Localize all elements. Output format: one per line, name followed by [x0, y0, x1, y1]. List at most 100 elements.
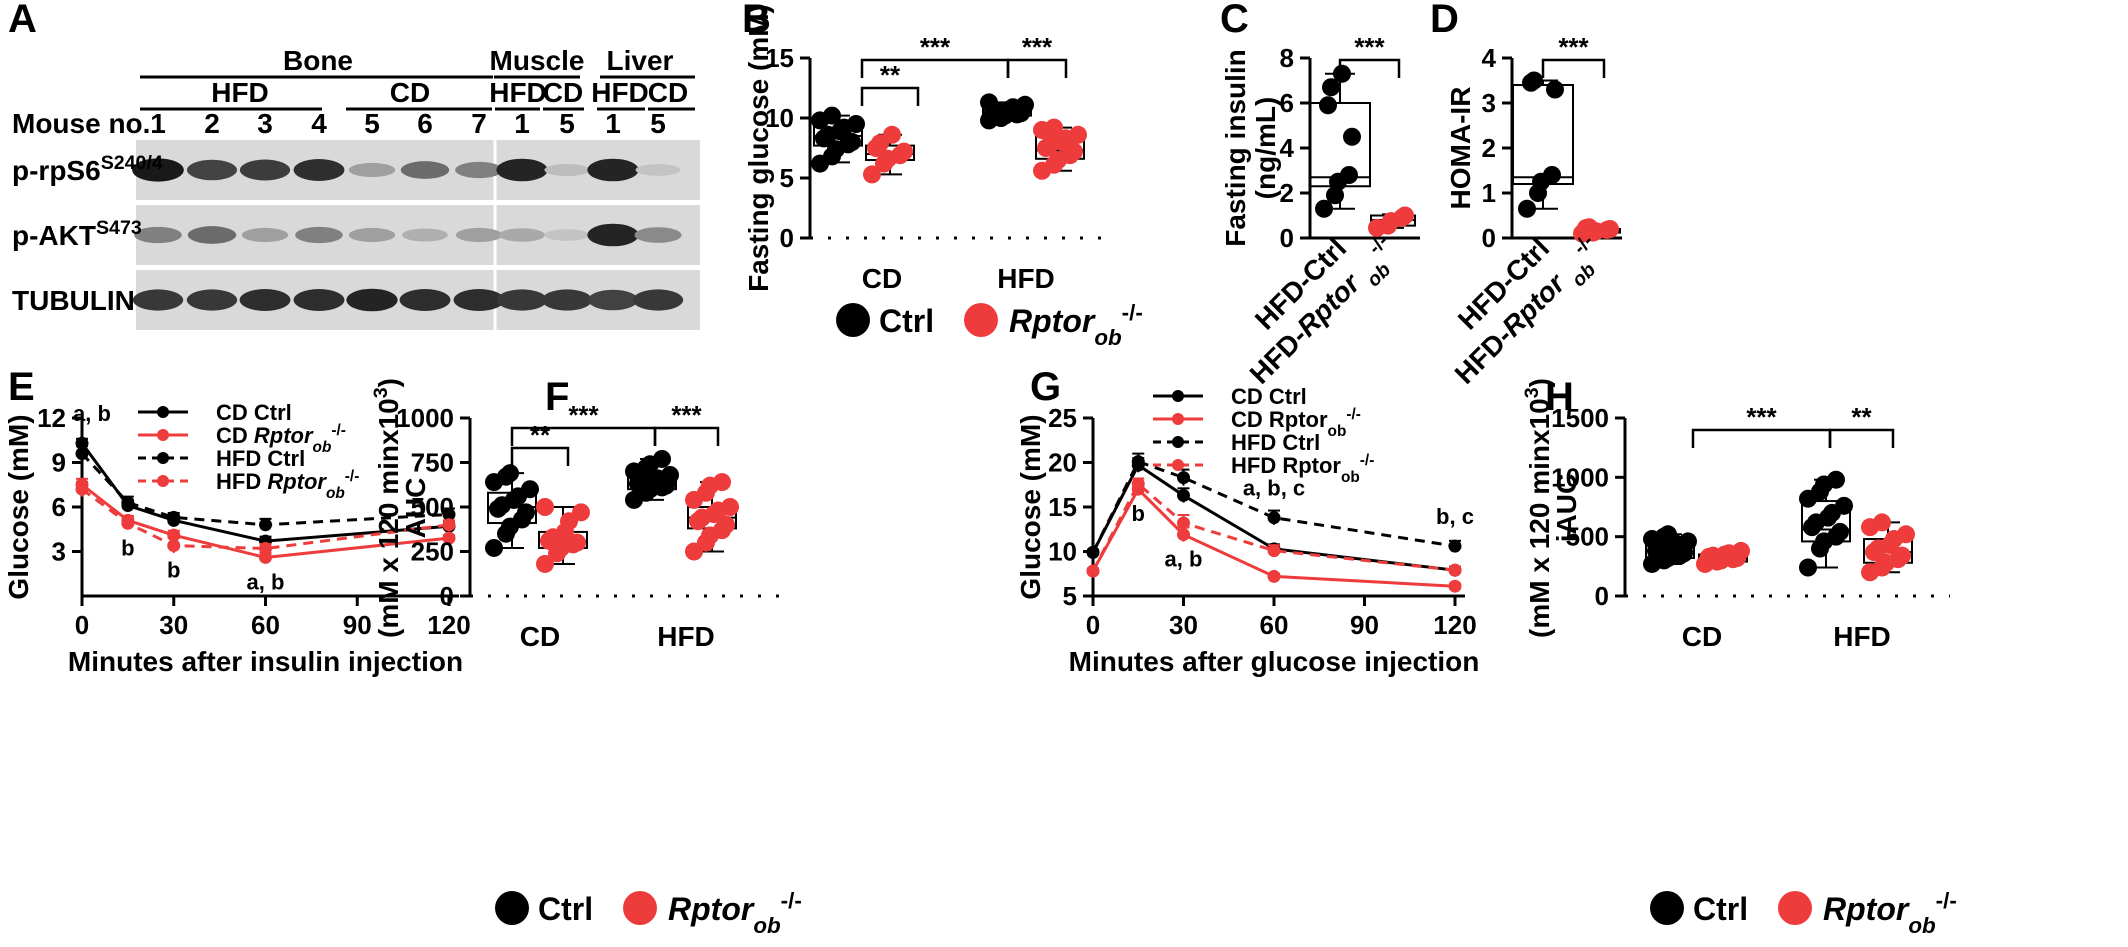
data-point: [568, 533, 586, 552]
annotation-label: b: [1132, 501, 1145, 526]
x-category-label: CD: [520, 621, 560, 652]
x-tick-label: 30: [159, 610, 188, 640]
blot-band: [239, 159, 291, 181]
blot-subgroup-label: HFD: [211, 77, 269, 108]
legend-marker: [157, 475, 169, 487]
data-point: [521, 480, 539, 499]
annotation-label: a, b: [1165, 547, 1203, 572]
annotation-label: a, b: [247, 569, 285, 594]
data-point: [847, 115, 865, 133]
blot-band: [132, 158, 184, 182]
blot-band: [496, 158, 548, 182]
y-tick-label: 5: [780, 163, 794, 193]
legend-label: HFD Ctrl: [1231, 430, 1320, 455]
legend-marker: [157, 429, 169, 441]
data-point: [1827, 470, 1845, 489]
y-tick-label: 10: [1048, 537, 1077, 567]
panel-label-g: G: [1030, 365, 1061, 409]
y-axis-label: AUC: [400, 478, 431, 539]
data-point: [1326, 186, 1344, 205]
mouse-number: 1: [605, 108, 621, 139]
data-point: [1340, 166, 1358, 184]
legend-b: Ctrl Rptorob-/-: [836, 300, 1143, 350]
x-category-label: CD: [862, 263, 902, 294]
blot-band: [295, 226, 343, 244]
y-tick-label: 6: [52, 492, 66, 522]
y-tick-label: 15: [765, 43, 794, 73]
data-point: [843, 133, 861, 151]
x-axis-label: Minutes after insulin injection: [68, 646, 463, 677]
mouse-number: 6: [417, 108, 433, 139]
blot-band: [544, 229, 590, 241]
data-point: [717, 515, 735, 534]
significance-bracket-label: **: [530, 420, 551, 450]
annotation-label: a, b: [73, 401, 111, 426]
legend-label: CD Ctrl: [216, 400, 292, 425]
data-point: [883, 125, 901, 144]
x-tick-label: 90: [343, 610, 372, 640]
mouse-number: 5: [559, 108, 575, 139]
data-point: [485, 538, 503, 557]
blot-band: [455, 227, 503, 243]
legend-label: HFD Rptorob-/-: [216, 468, 359, 502]
data-point: [1835, 496, 1853, 515]
legend-label: HFD Ctrl: [216, 446, 305, 471]
data-point: [1086, 545, 1100, 559]
legend-label: CD Rptorob-/-: [1231, 406, 1361, 440]
panel-label-d: D: [1430, 0, 1459, 41]
panel-label-a: A: [8, 0, 37, 41]
x-tick-label: 90: [1350, 610, 1379, 640]
data-point: [442, 518, 456, 532]
x-category-label: HFD: [657, 621, 715, 652]
significance-bracket-label: ***: [1354, 32, 1385, 62]
blot-band: [499, 228, 545, 242]
significance-bracket-label: ***: [1746, 402, 1777, 432]
data-point: [167, 539, 181, 553]
data-point: [259, 518, 272, 532]
blot-band: [541, 289, 593, 311]
x-tick-label: 60: [1260, 610, 1289, 640]
mouse-number-label: Mouse no.: [12, 108, 150, 139]
legend-marker-rptor: [623, 891, 657, 925]
data-point: [259, 542, 272, 556]
blot-row-label: p-rpS6S240/4: [12, 152, 163, 186]
significance-bracket: [653, 426, 720, 446]
data-point: [721, 498, 739, 516]
annotation-label: a, b, c: [1243, 476, 1305, 501]
y-axis-label-units: (mM x 120 minx103): [1521, 378, 1555, 638]
x-category-label: HFD: [997, 263, 1055, 294]
data-point: [1546, 80, 1564, 99]
significance-bracket-label: ***: [920, 32, 951, 62]
x-tick-label: 120: [427, 610, 470, 640]
y-tick-label: 750: [411, 448, 454, 478]
x-tick-label: 0: [1086, 610, 1100, 640]
y-tick-label: 0: [780, 223, 794, 253]
data-point: [1525, 71, 1543, 90]
data-point: [1799, 558, 1817, 577]
y-tick-label: 8: [1280, 43, 1294, 73]
blot-band: [293, 289, 345, 311]
y-tick-label: 500: [411, 492, 454, 522]
blot-band: [453, 289, 505, 311]
x-category-label: CD: [1682, 621, 1722, 652]
blot-band: [187, 159, 237, 181]
significance-bracket: [1691, 428, 1832, 448]
panel-label-e: E: [8, 365, 35, 409]
data-point: [259, 550, 272, 564]
annotation-label: b, c: [1436, 504, 1474, 529]
y-tick-label: 2: [1280, 178, 1294, 208]
y-tick-label: 3: [52, 537, 66, 567]
y-axis-label: Glucose (mM): [3, 414, 34, 599]
significance-bracket: [860, 86, 920, 106]
legend-marker: [157, 406, 169, 418]
data-point: [863, 165, 881, 184]
chart-itt-auc: 0 250 500 750 1000 AUC(mM x 120 minx103) CD HFD…: [370, 378, 780, 652]
panel-label-c: C: [1220, 0, 1249, 41]
y-axis-label-units: (mM x 120 minx103): [370, 378, 404, 638]
blot-band: [632, 289, 684, 311]
y-tick-label: 4: [1482, 43, 1497, 73]
data-point: [895, 142, 913, 161]
blot-band: [239, 289, 291, 311]
